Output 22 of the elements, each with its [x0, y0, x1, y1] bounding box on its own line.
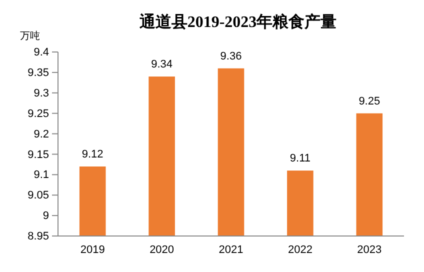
y-tick-label: 9.3	[34, 87, 49, 100]
y-tick-label: 9	[42, 210, 49, 222]
x-tick-label: 2022	[288, 244, 312, 256]
x-tick-label: 2019	[80, 244, 105, 256]
y-tick-label: 9.35	[28, 66, 49, 79]
y-tick-label: 9.15	[28, 148, 49, 161]
data-label: 9.25	[358, 95, 380, 108]
data-label: 9.36	[220, 50, 242, 62]
data-label: 9.12	[82, 148, 104, 160]
y-tick-label: 9.05	[28, 190, 49, 202]
x-tick-label: 2021	[218, 244, 244, 256]
y-tick-label: 9.4	[34, 46, 49, 59]
data-label: 9.34	[151, 58, 173, 71]
x-tick-label: 2020	[150, 244, 174, 256]
chart-title: 通道县2019-2023年粮食产量	[138, 13, 337, 31]
data-label: 9.11	[290, 152, 310, 165]
y-tick-label: 9.25	[28, 108, 49, 120]
x-tick-label: 2023	[357, 244, 382, 256]
y-axis-title: 万吨	[20, 30, 40, 42]
y-tick-label: 8.95	[28, 230, 49, 243]
y-tick-label: 9.1	[34, 169, 49, 182]
y-tick-label: 9.2	[34, 128, 49, 140]
